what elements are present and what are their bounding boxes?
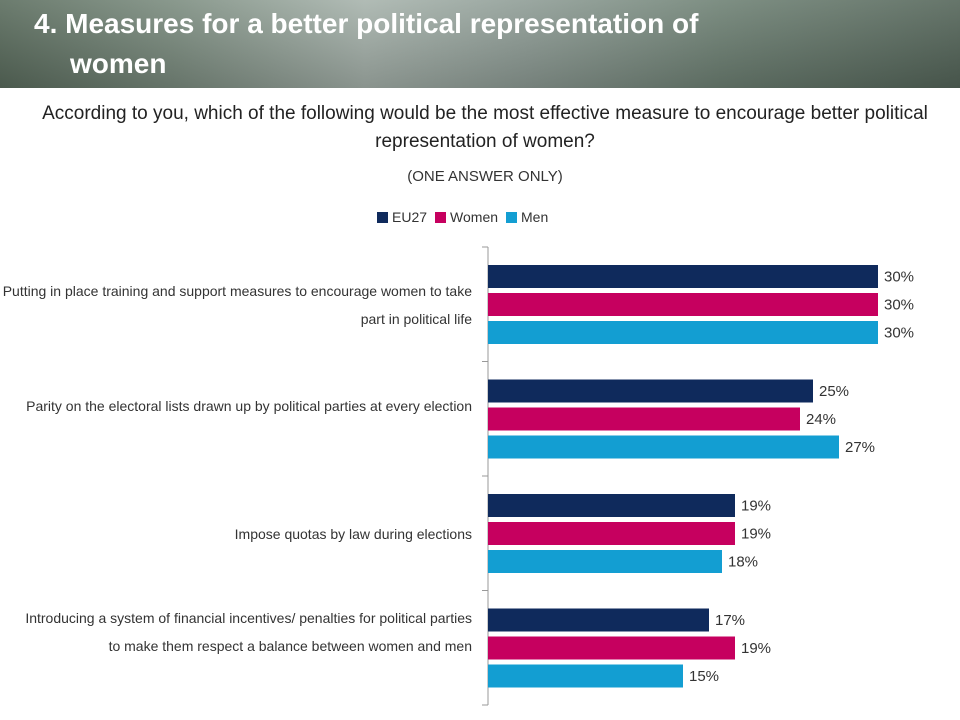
value-label-women-1: 24%: [806, 411, 836, 428]
legend-item-women: Women: [435, 209, 498, 225]
bar-men-0: [488, 321, 878, 344]
value-label-women-0: 30%: [884, 297, 914, 314]
legend-label-men: Men: [521, 209, 549, 225]
category-label-training: Putting in place training and support me…: [2, 283, 472, 327]
legend-swatch-eu27: [377, 211, 388, 223]
value-label-men-2: 18%: [728, 554, 758, 571]
title-banner: [0, 0, 960, 88]
bar-women-0: [488, 293, 878, 316]
value-label-women-2: 19%: [741, 526, 771, 543]
value-label-men-0: 30%: [884, 325, 914, 342]
value-label-women-3: 19%: [741, 640, 771, 657]
bar-men-2: [488, 550, 722, 573]
bar-eu27-3: [488, 608, 709, 632]
value-label-eu27-1: 25%: [819, 383, 849, 400]
legend-label-women: Women: [450, 209, 499, 225]
value-label-eu27-2: 19%: [741, 498, 771, 515]
bar-men-1: [488, 435, 839, 459]
bar-eu27-2: [488, 494, 735, 517]
bar-women-1: [488, 407, 800, 431]
survey-question: According to you, which of the following…: [42, 103, 928, 152]
value-label-men-1: 27%: [845, 439, 875, 456]
value-label-men-3: 15%: [689, 668, 719, 685]
bar-women-3: [488, 636, 735, 660]
slide-title: 4. Measures for a better political repre…: [34, 4, 914, 84]
slide-title-line2: women: [70, 48, 167, 79]
category-label-incentives: Introducing a system of financial incent…: [25, 610, 472, 654]
bar-men-3: [488, 664, 683, 688]
chart-legend: EU27 Women Men: [377, 208, 556, 226]
bar-women-2: [488, 522, 735, 545]
legend-swatch-men: [506, 211, 518, 223]
slide-title-line1: 4. Measures for a better political repre…: [34, 8, 699, 39]
legend-item-eu27: EU27: [377, 209, 427, 225]
legend-label-eu27: EU27: [392, 209, 428, 225]
legend-swatch-women: [435, 211, 447, 223]
category-label-parity: Parity on the electoral lists drawn up b…: [26, 398, 472, 414]
value-label-eu27-0: 30%: [884, 269, 914, 286]
legend-item-men: Men: [506, 209, 548, 225]
category-label-quotas: Impose quotas by law during elections: [234, 526, 472, 542]
value-label-eu27-3: 17%: [715, 612, 745, 629]
answer-note: (ONE ANSWER ONLY): [407, 168, 563, 185]
bar-eu27-1: [488, 379, 813, 403]
bar-eu27-0: [488, 265, 878, 288]
